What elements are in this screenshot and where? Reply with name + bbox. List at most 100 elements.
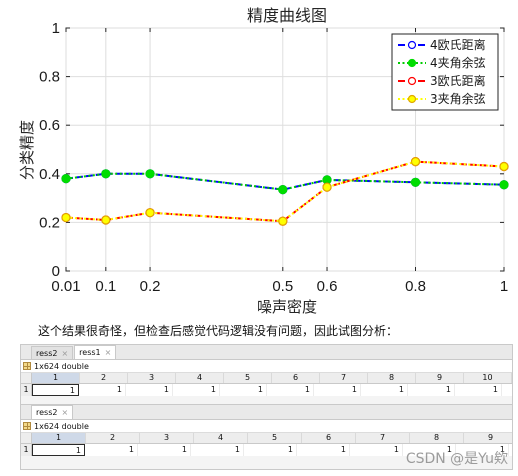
column-header[interactable]: 5 (224, 373, 272, 383)
close-icon[interactable]: × (61, 408, 69, 417)
column-header[interactable]: 1 (32, 433, 86, 443)
data-point (61, 174, 71, 184)
watermark: CSDN @是Yu欸 (405, 451, 508, 467)
tab-ress2[interactable]: ress2 × (31, 405, 74, 419)
data-point (61, 212, 71, 223)
column-header[interactable]: 4 (194, 433, 248, 443)
variable-size-label: 1x624 double (34, 361, 89, 371)
table-cell[interactable]: 1 (126, 384, 173, 396)
column-header[interactable]: 7 (320, 373, 368, 383)
data-point (322, 182, 332, 192)
table-cell[interactable]: 1 (403, 444, 456, 456)
precision-chart: 精度曲线图 0 0.2 0.4 0.6 0.8 1 0.01 0.1 0.2 0.5 0.6 0.8… (18, 6, 509, 316)
variable-tabbar: ress2 × (21, 405, 512, 420)
table-cell[interactable]: 1 (361, 384, 408, 396)
data-point (278, 216, 288, 226)
column-header[interactable]: 6 (302, 433, 356, 443)
y-tick-label: 0.6 (39, 117, 60, 134)
matrix-icon (23, 362, 31, 370)
tab-ress2[interactable]: ress2 × (31, 346, 74, 359)
tab-ress1[interactable]: ress1 × (74, 345, 117, 359)
data-point (499, 161, 509, 172)
caption-text: 这个结果很奇怪，但检查后感觉代码逻辑没有问题，因此试图分析： (38, 324, 399, 338)
y-axis-label: 分类精度 (18, 120, 36, 180)
y-tick-label: 0.2 (39, 214, 60, 231)
table-cell[interactable]: 1 (32, 444, 85, 456)
row-header[interactable]: 1 (21, 444, 32, 456)
column-header[interactable]: 8 (368, 373, 416, 383)
data-point (410, 157, 421, 167)
table-cell[interactable]: 1 (32, 384, 79, 396)
column-header[interactable]: 3 (128, 373, 176, 383)
close-icon[interactable]: × (61, 348, 69, 358)
y-tick-label: 0.8 (39, 69, 60, 86)
legend-entry: 3夹角余弦 (430, 91, 486, 106)
y-tick-label: 0 (52, 263, 60, 280)
column-header[interactable]: 5 (248, 433, 302, 443)
tab-label: ress1 (79, 348, 101, 357)
x-tick-label: 0.1 (95, 278, 116, 295)
table-cell[interactable]: 1 (244, 444, 297, 456)
column-header[interactable]: 2 (86, 433, 140, 443)
legend-marker (407, 94, 417, 104)
column-header[interactable]: 2 (80, 373, 128, 383)
row-header[interactable]: 1 (21, 384, 32, 396)
matrix-icon (23, 422, 31, 430)
column-header[interactable]: 8 (410, 433, 464, 443)
table-cell[interactable]: 1 (173, 384, 220, 396)
column-header[interactable]: 7 (356, 433, 410, 443)
column-header[interactable]: 3 (140, 433, 194, 443)
y-tick-label: 0.4 (39, 166, 60, 183)
table-cell[interactable]: 1 (79, 384, 126, 396)
series-layer (61, 157, 509, 226)
column-header[interactable]: 6 (272, 373, 320, 383)
legend-marker (407, 58, 417, 68)
table-cell[interactable]: 1 (350, 444, 403, 456)
variable-editor-ress1: ress2 × ress1 × 1x624 double 1 2 3 4 5 6 7 8 9 10… (20, 344, 513, 406)
legend: 4欧氏距离 4夹角余弦 3欧氏距离 3夹角余弦 (391, 33, 499, 111)
x-axis: 0.01 0.1 0.2 0.5 0.6 0.8 1 (51, 28, 508, 295)
column-header[interactable]: 9 (416, 373, 464, 383)
table-cell[interactable]: 1 (191, 444, 244, 456)
close-icon[interactable]: × (104, 348, 112, 357)
data-point (101, 169, 111, 179)
chart-title: 精度曲线图 (247, 6, 327, 25)
table-cell[interactable]: 1 (138, 444, 191, 456)
column-header-row: 1 2 3 4 5 6 7 8 9 10 (21, 373, 512, 384)
grid-corner (21, 373, 32, 383)
table-cell[interactable]: 1 (85, 444, 138, 456)
column-header[interactable]: 4 (176, 373, 224, 383)
series-3 (61, 157, 509, 226)
table-cell[interactable]: 1 (297, 444, 350, 456)
legend-marker (407, 76, 417, 86)
legend-entry: 4夹角余弦 (430, 55, 486, 70)
x-tick-label: 0.6 (317, 278, 338, 295)
y-axis: 0 0.2 0.4 0.6 0.8 1 (39, 20, 504, 280)
table-cell[interactable]: 1 (408, 384, 455, 396)
variable-info: 1x624 double (21, 420, 512, 433)
table-cell[interactable]: 1 (314, 384, 361, 396)
data-point (410, 177, 421, 187)
series-1 (61, 169, 509, 195)
table-cell[interactable]: 1 (267, 384, 314, 396)
x-tick-label: 0.5 (272, 278, 293, 295)
column-header[interactable]: 10 (464, 373, 512, 383)
x-tick-label: 0.8 (405, 278, 426, 295)
column-header[interactable]: 9 (464, 433, 512, 443)
table-cell[interactable]: 1 (220, 384, 267, 396)
column-header[interactable]: 1 (32, 373, 80, 383)
variable-size-label: 1x624 double (34, 421, 89, 431)
table-cell[interactable]: 1 (455, 384, 502, 396)
data-point (278, 184, 288, 195)
x-tick-label: 1 (500, 278, 508, 295)
data-point (145, 169, 155, 179)
tab-label: ress2 (36, 348, 58, 358)
data-point (499, 180, 509, 190)
table-cell[interactable]: 1 (456, 444, 509, 456)
data-point (145, 208, 155, 218)
